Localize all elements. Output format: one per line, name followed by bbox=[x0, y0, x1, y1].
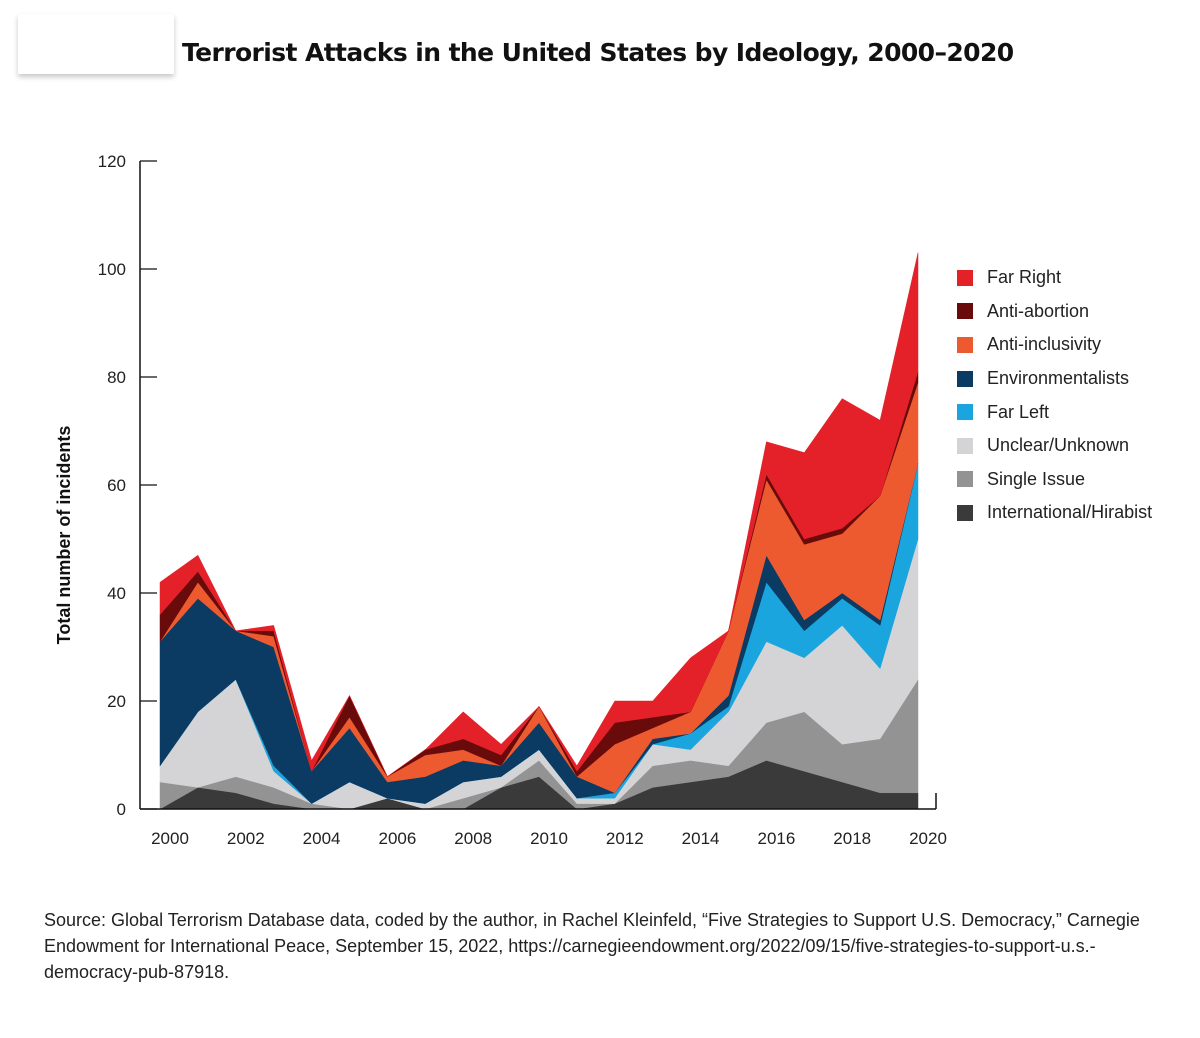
x-tick-label: 2000 bbox=[151, 829, 189, 848]
legend-swatch bbox=[957, 336, 973, 353]
legend-item-single-issue: Single Issue bbox=[957, 463, 1152, 497]
legend-swatch bbox=[957, 471, 973, 488]
x-tick-label: 2014 bbox=[682, 829, 720, 848]
legend-item-unclear-unknown: Unclear/Unknown bbox=[957, 429, 1152, 463]
y-tick-label: 0 bbox=[117, 800, 126, 819]
legend-item-environmentalists: Environmentalists bbox=[957, 362, 1152, 396]
x-tick-label: 2006 bbox=[378, 829, 416, 848]
y-tick-label: 100 bbox=[98, 260, 126, 279]
legend-label: Environmentalists bbox=[987, 368, 1130, 389]
legend-item-far-left: Far Left bbox=[957, 395, 1152, 429]
x-tick-label: 2010 bbox=[530, 829, 568, 848]
axes: 0 20 40 60 80 100 120 2000 2002 2004 2006 2008 2010 2… bbox=[98, 152, 947, 848]
legend-label: Unclear/Unknown bbox=[987, 435, 1130, 456]
x-tick-label: 2004 bbox=[303, 829, 341, 848]
stacked-area-chart: 0 20 40 60 80 100 120 2000 2002 2004 2006 2008 2010 2… bbox=[54, 152, 947, 848]
legend-label: Anti-inclusivity bbox=[987, 334, 1102, 355]
legend-item-international-hirabist: International/Hirabist bbox=[957, 496, 1152, 530]
logo-box bbox=[18, 14, 174, 74]
legend-label: Far Left bbox=[987, 401, 1050, 422]
legend-label: Far Right bbox=[987, 267, 1062, 288]
legend-swatch bbox=[957, 370, 973, 387]
legend-swatch bbox=[957, 504, 973, 521]
y-tick-label: 20 bbox=[107, 692, 126, 711]
x-tick-label: 2012 bbox=[606, 829, 644, 848]
x-tick-label: 2020 bbox=[909, 829, 947, 848]
y-tick-label: 80 bbox=[107, 368, 126, 387]
legend-swatch bbox=[957, 303, 973, 320]
area-layers bbox=[159, 252, 919, 810]
y-axis-title: Total number of incidents bbox=[54, 426, 74, 645]
area-far-right bbox=[159, 252, 919, 777]
x-tick-label: 2016 bbox=[757, 829, 795, 848]
legend-swatch bbox=[957, 404, 973, 421]
legend-label: Single Issue bbox=[987, 468, 1086, 489]
y-tick-label: 60 bbox=[107, 476, 126, 495]
legend-item-anti-inclusivity: Anti-inclusivity bbox=[957, 328, 1152, 362]
x-tick-label: 2008 bbox=[454, 829, 492, 848]
legend-swatch bbox=[957, 437, 973, 454]
legend-item-far-right: Far Right bbox=[957, 261, 1152, 295]
legend-label: Anti-abortion bbox=[987, 300, 1090, 321]
x-tick-label: 2002 bbox=[227, 829, 265, 848]
y-tick-label: 120 bbox=[98, 152, 126, 171]
x-tick-label: 2018 bbox=[833, 829, 871, 848]
legend-swatch bbox=[957, 269, 973, 286]
chart-title: Terrorist Attacks in the United States b… bbox=[182, 38, 1014, 67]
source-note: Source: Global Terrorism Database data, … bbox=[44, 910, 1140, 982]
legend-label: International/Hirabist bbox=[987, 502, 1153, 523]
legend-item-anti-abortion: Anti-abortion bbox=[957, 295, 1152, 329]
y-tick-label: 40 bbox=[107, 584, 126, 603]
legend: Far Right Anti-abortion Anti-inclusivity En… bbox=[957, 261, 1152, 530]
